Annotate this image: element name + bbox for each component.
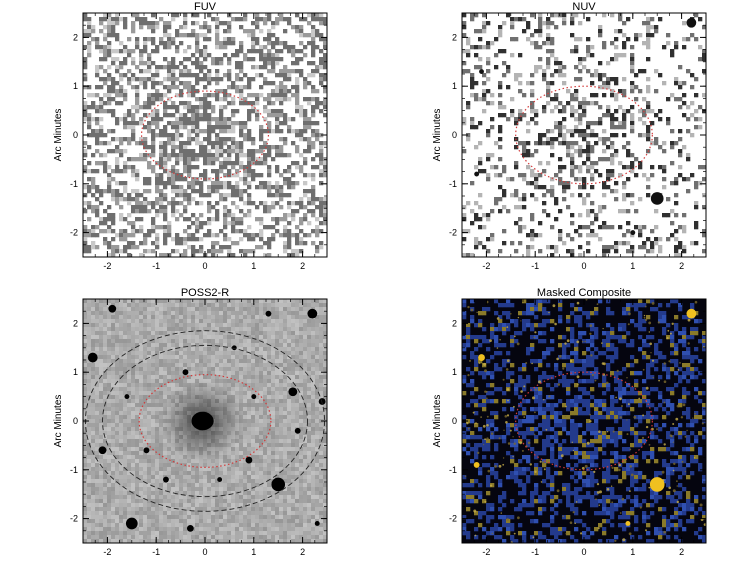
source-14 xyxy=(294,427,301,434)
panel-title: Masked Composite xyxy=(537,287,631,299)
ytick-label: 1 xyxy=(452,81,457,91)
ytick-label: 0 xyxy=(73,130,78,140)
aperture-ellipse-0 xyxy=(140,90,270,180)
xtick-label: -2 xyxy=(103,261,111,271)
ytick-label: 2 xyxy=(73,318,78,328)
xtick-label: 0 xyxy=(202,547,207,557)
ytick-label: -2 xyxy=(70,228,78,238)
source-20 xyxy=(251,394,257,400)
aperture-ellipse-0 xyxy=(515,85,653,185)
galaxy-core xyxy=(191,411,214,431)
source-4 xyxy=(630,230,636,236)
image-composite xyxy=(462,299,706,543)
source-1 xyxy=(686,308,697,319)
ytick-label: -1 xyxy=(449,179,457,189)
ytick-label: 1 xyxy=(452,367,457,377)
source-11 xyxy=(163,476,169,483)
ytick-label: 0 xyxy=(73,416,78,426)
xtick-label: 1 xyxy=(630,261,635,271)
xtick-label: 2 xyxy=(300,261,305,271)
xtick-label: 1 xyxy=(251,261,256,271)
source-2 xyxy=(108,304,117,313)
aperture-ellipse-1 xyxy=(102,344,308,498)
xtick-label: -2 xyxy=(103,547,111,557)
panel-composite: -2 -2 -1 -1 0 0 1 1 2 2 Masked Composite Arc Minute… xyxy=(432,287,707,557)
source-7 xyxy=(182,369,189,376)
ytick-label: 1 xyxy=(73,367,78,377)
source-19 xyxy=(314,521,320,526)
source-12 xyxy=(217,477,223,482)
xtick-label: 2 xyxy=(679,261,684,271)
xtick-label: 0 xyxy=(202,261,207,271)
source-2 xyxy=(479,69,484,74)
xtick-label: 0 xyxy=(581,261,586,271)
ytick-label: -2 xyxy=(70,514,78,524)
ytick-label: -1 xyxy=(449,465,457,475)
source-5 xyxy=(271,477,286,492)
ytick-label: 0 xyxy=(452,130,457,140)
y-axis-label: Arc Minutes xyxy=(432,109,443,162)
source-8 xyxy=(245,456,253,464)
image-fuv xyxy=(83,13,327,257)
source-3 xyxy=(87,352,98,363)
xtick-label: 1 xyxy=(630,547,635,557)
ytick-label: -1 xyxy=(70,465,78,475)
xtick-label: -1 xyxy=(531,261,539,271)
xtick-label: -1 xyxy=(531,547,539,557)
y-axis-label: Arc Minutes xyxy=(53,109,64,162)
source-18 xyxy=(186,524,194,532)
ytick-label: -2 xyxy=(449,228,457,238)
xtick-label: -1 xyxy=(152,547,160,557)
xtick-label: 0 xyxy=(581,547,586,557)
source-17 xyxy=(265,310,272,317)
source-6 xyxy=(288,387,298,397)
ytick-label: 2 xyxy=(452,32,457,42)
panel-title: NUV xyxy=(572,1,596,13)
xtick-label: -2 xyxy=(482,261,490,271)
source-9 xyxy=(143,447,150,454)
source-13 xyxy=(98,446,107,455)
aperture-ellipse-0 xyxy=(515,371,653,471)
source-3 xyxy=(473,461,480,468)
ytick-label: 1 xyxy=(73,81,78,91)
source-0 xyxy=(650,192,664,205)
xtick-label: 2 xyxy=(679,547,684,557)
ytick-label: -1 xyxy=(70,179,78,189)
panel-fuv: -2 -2 -1 -1 0 0 1 1 2 2 FUV Arc Minutes xyxy=(53,1,328,271)
panel-title: POSS2-R xyxy=(181,287,229,299)
xtick-label: -1 xyxy=(152,261,160,271)
ytick-label: -2 xyxy=(449,514,457,524)
y-axis-label: Arc Minutes xyxy=(53,395,64,448)
source-16 xyxy=(124,394,130,400)
panel-title: FUV xyxy=(194,1,217,13)
xtick-label: -2 xyxy=(482,547,490,557)
ytick-label: 0 xyxy=(452,416,457,426)
image-nuv xyxy=(462,13,706,257)
source-2 xyxy=(478,354,485,361)
xtick-label: 1 xyxy=(251,547,256,557)
panel-poss: -2 -2 -1 -1 0 0 1 1 2 2 POSS2-R Arc Minutes xyxy=(53,287,328,557)
source-4 xyxy=(125,517,138,530)
source-1 xyxy=(686,17,697,28)
ytick-label: 2 xyxy=(73,32,78,42)
image-poss xyxy=(83,299,327,543)
source-1 xyxy=(307,308,318,319)
source-4 xyxy=(625,521,631,526)
source-0 xyxy=(649,477,665,492)
panel-nuv: -2 -2 -1 -1 0 0 1 1 2 2 NUV Arc Minutes xyxy=(432,1,707,271)
xtick-label: 2 xyxy=(300,547,305,557)
aperture-ellipse-0 xyxy=(138,374,272,468)
ytick-label: 2 xyxy=(452,318,457,328)
source-3 xyxy=(474,171,480,177)
y-axis-label: Arc Minutes xyxy=(432,395,443,448)
